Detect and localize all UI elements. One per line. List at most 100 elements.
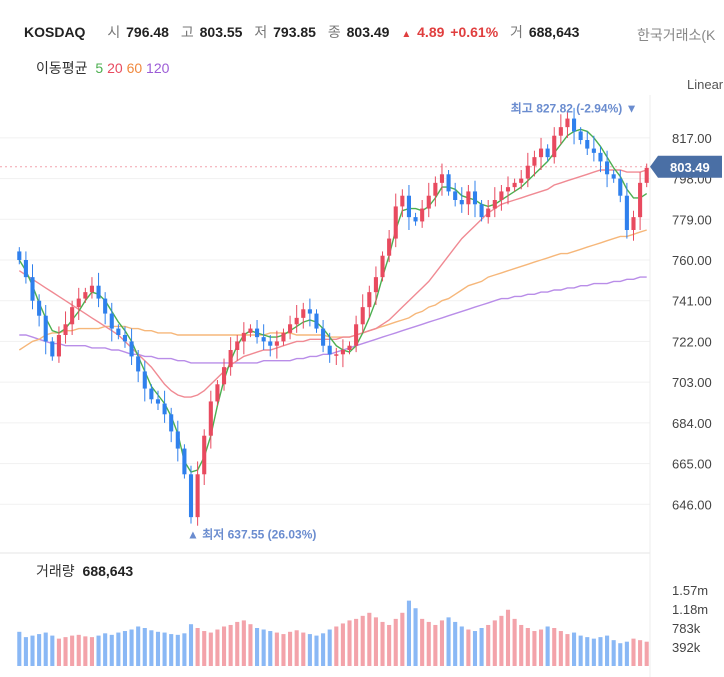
- candle-body: [17, 251, 22, 260]
- candle-body: [116, 328, 121, 335]
- volume-bar: [241, 620, 246, 666]
- scale-mode-label[interactable]: Linear: [687, 77, 724, 92]
- volume-bar: [459, 626, 464, 666]
- candle-body: [532, 157, 537, 166]
- volume-bar: [288, 631, 293, 666]
- volume-bar: [525, 628, 530, 666]
- low-annotation: ▲ 최저 637.55 (26.03%): [187, 526, 316, 541]
- volume-bar: [340, 623, 345, 666]
- volume-bar: [532, 631, 537, 666]
- candle-body: [605, 161, 610, 175]
- volume-bar: [136, 626, 141, 666]
- candle-body: [413, 217, 418, 222]
- open-label: 시: [107, 24, 121, 40]
- volume-bar: [420, 618, 425, 666]
- candle-body: [545, 148, 550, 158]
- volume-bar: [367, 612, 372, 666]
- volume-axis-labels: 1.57m 1.18m 783k 392k: [672, 583, 708, 655]
- candle-body: [512, 182, 517, 188]
- volume-bar: [373, 617, 378, 666]
- volume-bar: [519, 624, 524, 666]
- volume-bar: [122, 631, 128, 666]
- volume-bar: [486, 624, 491, 666]
- candle-body: [638, 182, 643, 218]
- candle-body: [486, 208, 491, 218]
- chart-header: KOSDAQ 시 796.48 고 803.55 저 793.85 종 803.…: [0, 0, 724, 60]
- volume-bar: [23, 637, 28, 666]
- moving-average-legend[interactable]: 이동평균 5 20 60 120: [36, 58, 169, 78]
- candle-body: [261, 337, 266, 342]
- candle-body: [109, 313, 114, 329]
- candle-body: [89, 285, 94, 293]
- volume-bar: [598, 637, 603, 666]
- change-value: 4.89: [417, 24, 445, 40]
- candle-body: [538, 148, 544, 158]
- y-tick-label: 722.00: [672, 334, 712, 349]
- candle-body: [235, 341, 240, 350]
- y-tick-label: 741.00: [672, 294, 712, 309]
- ma-legend-5: 5: [95, 60, 104, 76]
- candle-body: [162, 403, 167, 415]
- volume-bar: [406, 600, 411, 666]
- volume-bar: [479, 628, 484, 666]
- volume-panel-value: 688,643: [82, 563, 134, 579]
- candle-body: [387, 238, 392, 256]
- candle-body: [321, 328, 326, 346]
- candle-body: [43, 315, 48, 342]
- exchange-label: 한국거래소(K: [637, 27, 716, 43]
- ma120-line: [19, 276, 647, 364]
- candle-body: [565, 118, 570, 128]
- last-price-label: 803.49: [670, 160, 710, 175]
- candle-body: [360, 307, 365, 325]
- high-value: 803.55: [199, 24, 243, 40]
- volume-bar: [96, 635, 101, 666]
- volume-bar: [188, 624, 194, 666]
- up-triangle-icon: ▲: [401, 29, 412, 40]
- volume-bar: [591, 638, 596, 666]
- volume-bar: [208, 632, 213, 666]
- candle-body: [644, 167, 649, 183]
- candle-body: [406, 195, 411, 218]
- volume-panel-label: 거래량: [36, 563, 75, 579]
- volume-bar: [439, 620, 445, 666]
- volume-bar: [268, 631, 273, 666]
- candle-body: [598, 152, 603, 162]
- volume-axis-label: 1.18m: [672, 602, 708, 617]
- volume-bar: [17, 631, 22, 666]
- volume-bar: [505, 609, 511, 666]
- volume-bar: [545, 626, 550, 666]
- candle-body: [426, 195, 431, 209]
- volume-bar: [446, 617, 451, 666]
- volume-bar: [63, 637, 68, 666]
- volume-bar: [472, 631, 478, 666]
- candle-body: [23, 260, 28, 278]
- candle-body: [380, 255, 385, 278]
- y-tick-label: 703.00: [672, 375, 712, 390]
- candle-body: [591, 148, 596, 153]
- candle-body: [420, 208, 425, 222]
- candle-body: [50, 341, 55, 357]
- candle-body: [354, 324, 359, 346]
- candle-body: [136, 356, 141, 372]
- candle-body: [459, 200, 464, 205]
- volume-bar: [129, 629, 134, 666]
- volume-bar: [426, 621, 431, 666]
- candle-body: [241, 332, 246, 342]
- y-tick-label: 646.00: [672, 497, 712, 512]
- volume-bar: [149, 630, 154, 666]
- last-price-tag: [650, 155, 722, 178]
- volume-bar: [347, 620, 352, 666]
- candles: [17, 107, 649, 526]
- symbol-name[interactable]: KOSDAQ: [24, 24, 86, 40]
- candle-body: [228, 350, 233, 368]
- y-tick-label: 760.00: [672, 253, 712, 268]
- volume-bar: [605, 635, 610, 666]
- candle-body: [472, 191, 478, 205]
- candle-body: [155, 399, 161, 404]
- candle-body: [221, 367, 227, 385]
- volume-bar: [387, 624, 392, 666]
- candle-body: [631, 217, 636, 230]
- candle-body: [446, 174, 451, 192]
- candle-body: [301, 309, 306, 318]
